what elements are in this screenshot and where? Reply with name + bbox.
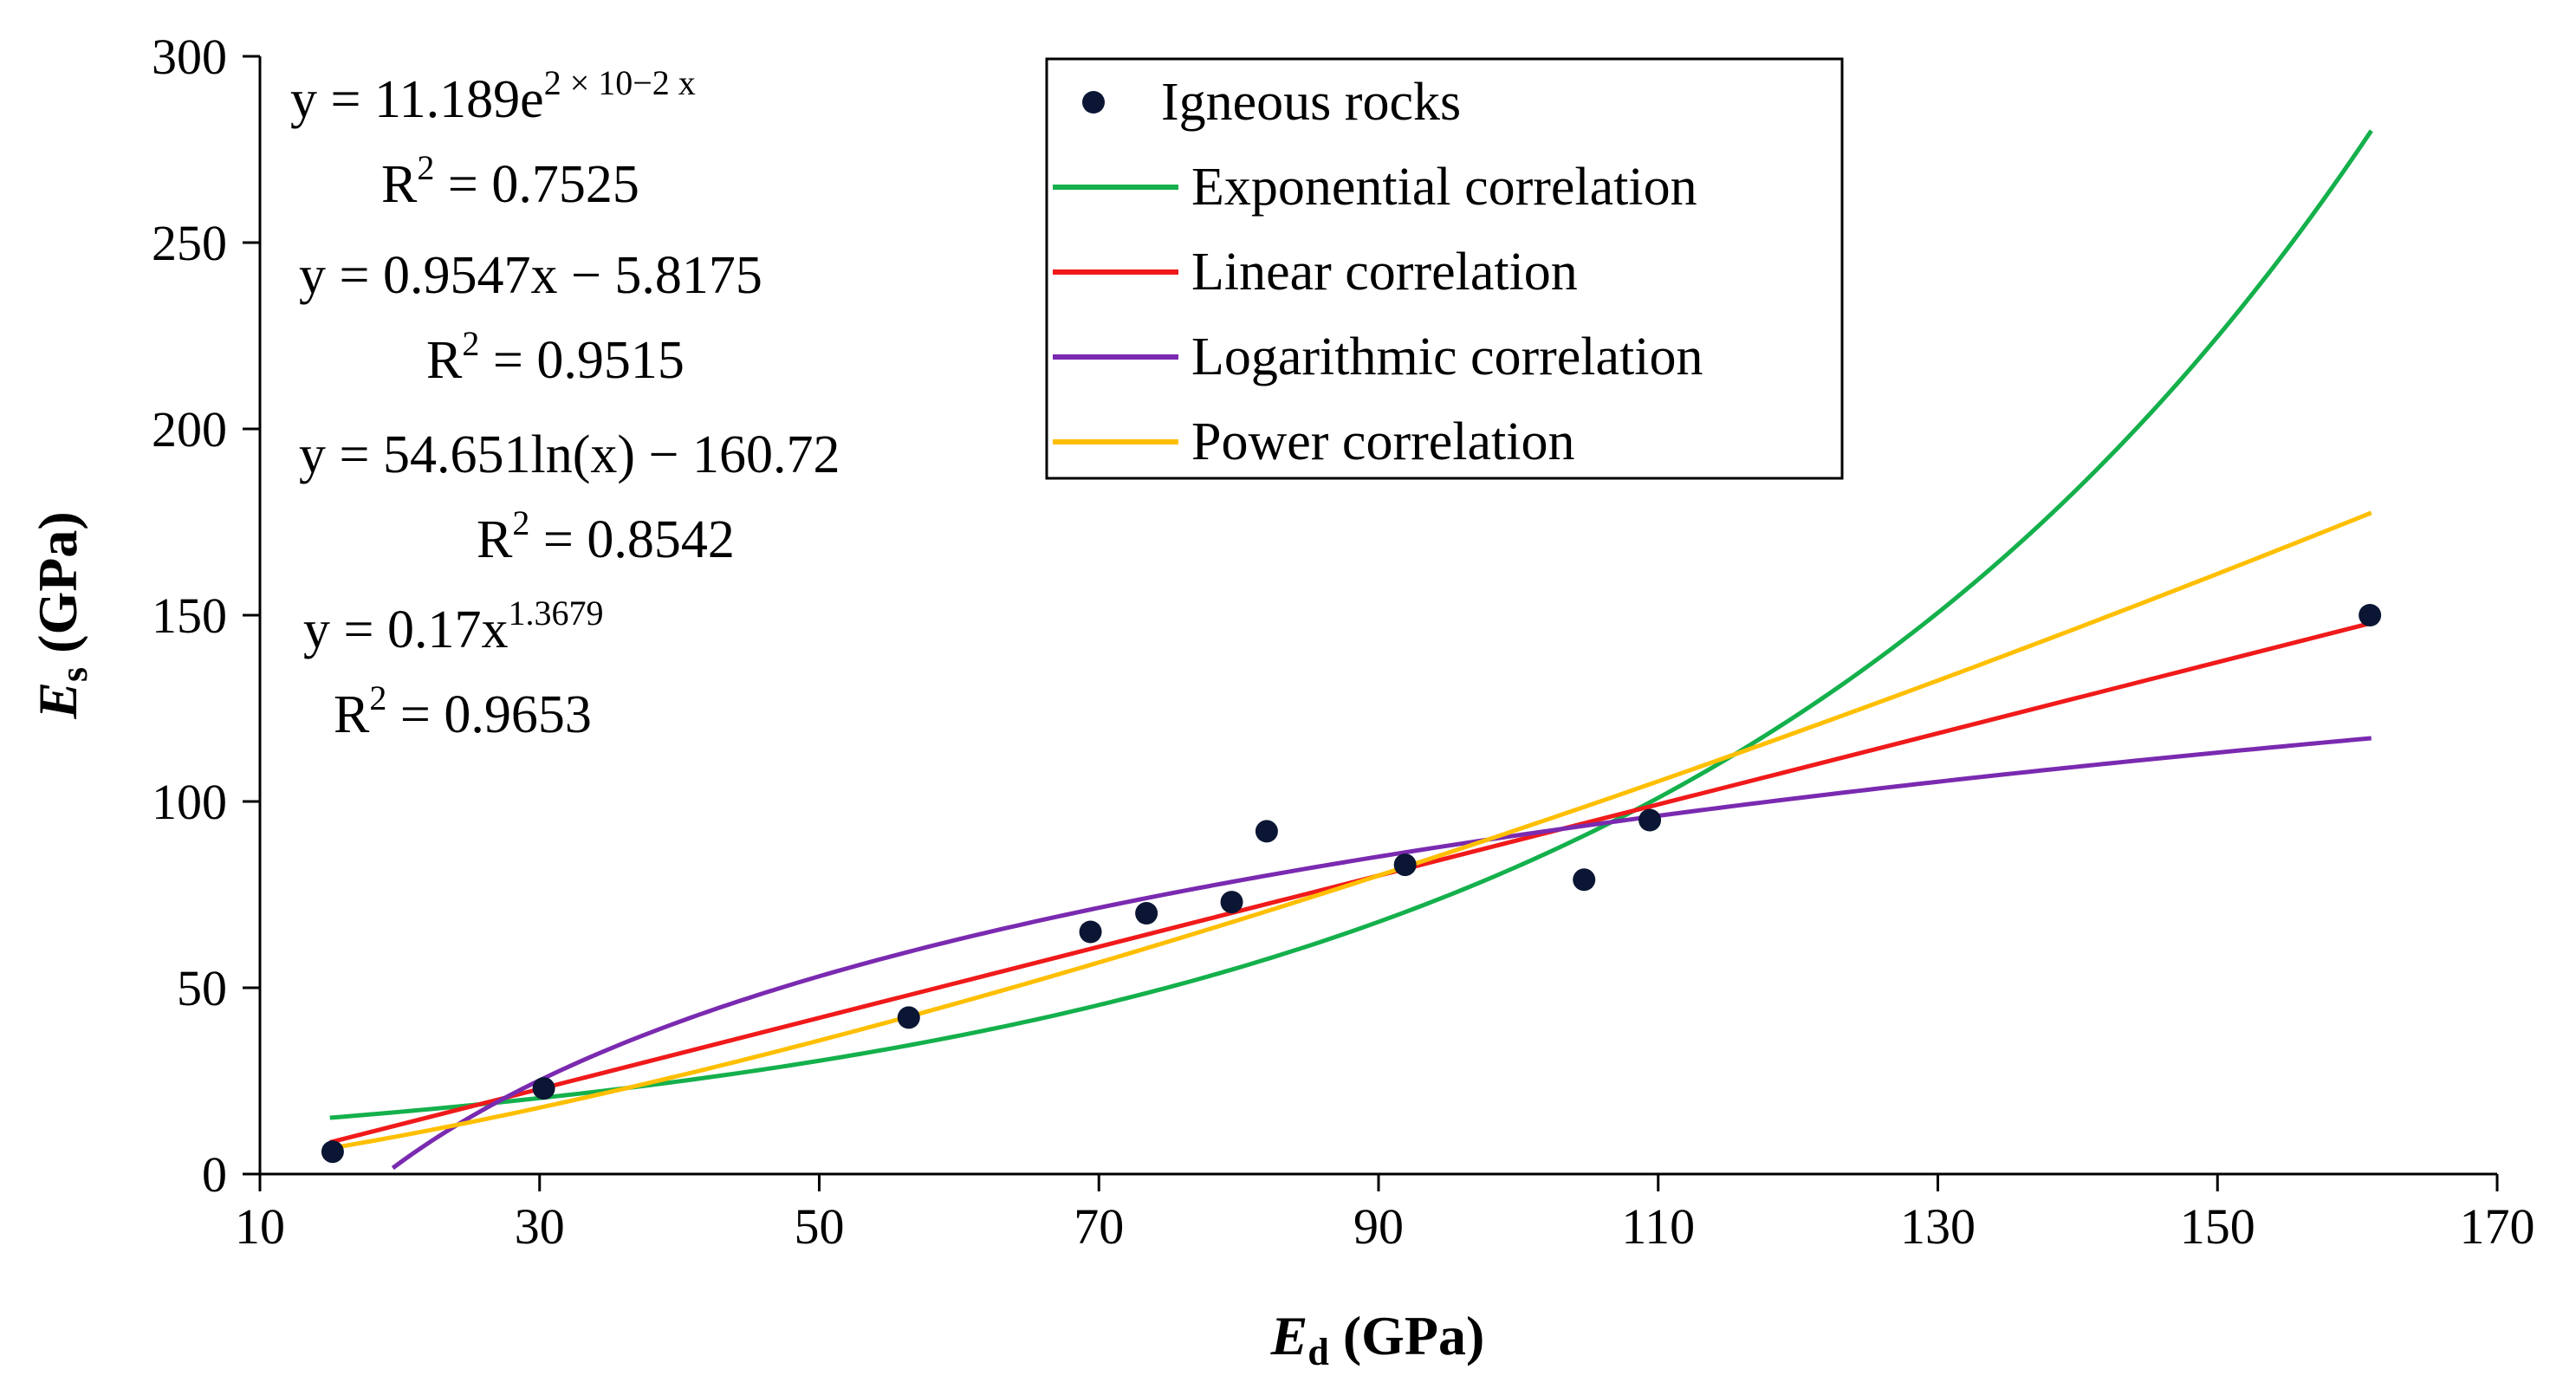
igneous-rock-point	[1220, 891, 1243, 914]
igneous-rock-point	[1079, 920, 1102, 944]
equation-line: R2 = 0.7525	[381, 148, 639, 214]
x-tick-label: 150	[2180, 1198, 2255, 1255]
y-tick-label: 0	[202, 1146, 227, 1203]
logarithmic-correlation-curve	[391, 736, 2372, 1171]
y-tick-label: 200	[152, 401, 227, 457]
axis-titles: Ed (GPa) Es (GPa)	[27, 511, 1484, 1373]
x-axis-title: Ed (GPa)	[1270, 1305, 1485, 1373]
igneous-rock-point	[897, 1006, 920, 1029]
igneous-rock-point	[1255, 820, 1278, 843]
legend-marker-igneous-rocks	[1082, 91, 1105, 114]
equation-annotations: y = 11.189e2 × 10−2 x R2 = 0.7525 y = 0.95…	[290, 63, 840, 744]
legend: Igneous rocks Exponential correlation Line…	[1045, 57, 1844, 480]
legend-label: Power correlation	[1191, 412, 1574, 471]
y-tick-label: 50	[177, 960, 227, 1016]
x-tick-label: 10	[235, 1198, 285, 1255]
legend-label: Exponential correlation	[1191, 158, 1697, 217]
x-tick-label: 70	[1074, 1198, 1124, 1255]
equation-line: R2 = 0.9515	[426, 324, 685, 390]
fit-curves	[329, 129, 2373, 1171]
y-axis-title: Es (GPa)	[27, 511, 95, 719]
x-tick-label: 30	[515, 1198, 565, 1255]
equation-line: R2 = 0.9653	[334, 678, 592, 744]
y-tick-label: 250	[152, 215, 227, 271]
y-tick-label: 300	[152, 29, 227, 85]
exponential-correlation-curve	[329, 129, 2373, 1120]
legend-box	[1045, 57, 1844, 480]
equation-line: y = 0.9547x − 5.8175	[299, 246, 762, 305]
igneous-rock-point	[2359, 604, 2382, 626]
igneous-rock-point	[1573, 868, 1596, 892]
equation-line: R2 = 0.8542	[477, 503, 735, 569]
equation-line: y = 11.189e2 × 10−2 x	[290, 63, 696, 129]
x-tick-label: 110	[1621, 1198, 1695, 1255]
x-tick-label: 50	[795, 1198, 845, 1255]
axes: 0 50 100 150 200 250 300 10 30 50 70 90 110 130 150 170	[152, 29, 2535, 1255]
igneous-rock-point	[1638, 808, 1662, 832]
legend-label: Logarithmic correlation	[1191, 328, 1703, 386]
x-tick-label: 130	[1900, 1198, 1976, 1255]
igneous-rock-point	[1393, 853, 1417, 877]
y-tick-label: 150	[152, 587, 227, 644]
igneous-rock-point	[321, 1140, 344, 1164]
legend-label: Linear correlation	[1191, 243, 1578, 302]
legend-label: Igneous rocks	[1161, 73, 1461, 132]
data-points	[321, 604, 2382, 1164]
x-tick-label: 90	[1353, 1198, 1404, 1255]
equation-line: y = 0.17x1.3679	[303, 594, 603, 659]
y-tick-label: 100	[152, 774, 227, 830]
x-tick-label: 170	[2460, 1198, 2535, 1255]
equation-line: y = 54.651ln(x) − 160.72	[299, 425, 840, 484]
igneous-rock-point	[1135, 902, 1158, 925]
igneous-rock-point	[532, 1077, 555, 1100]
power-correlation-curve	[329, 510, 2372, 1151]
